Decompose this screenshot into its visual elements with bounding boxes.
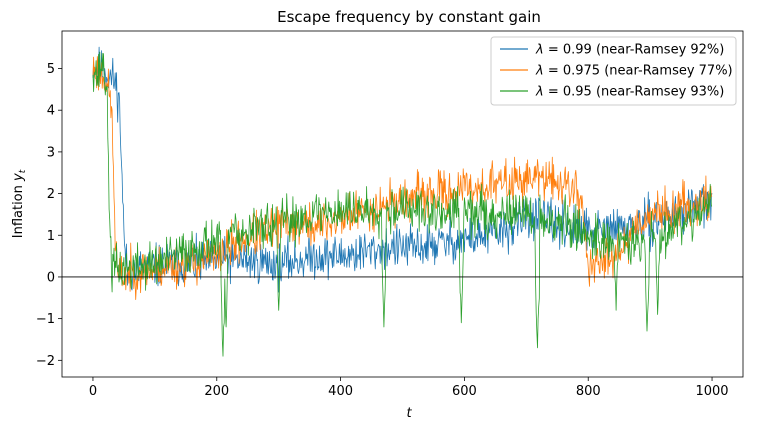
x-tick-label: 400 — [328, 384, 353, 399]
plot-lines — [92, 46, 713, 357]
legend-box — [490, 36, 737, 106]
y-tick-label: 1 — [47, 229, 55, 244]
y-tick-label: 4 — [47, 104, 55, 119]
x-tick-label: 800 — [576, 384, 601, 399]
legend-entry-label: λ = 0.99 (near-Ramsey 92%) — [535, 43, 724, 58]
y-axis-label: Inflation yt — [11, 169, 28, 238]
legend-entry-label: λ = 0.975 (near-Ramsey 77%) — [535, 64, 733, 79]
x-axis-ticks: 0 200 400 600 800 1000 — [89, 377, 729, 399]
series-line-3 — [92, 51, 713, 357]
chart-title: Escape frequency by constant gain — [277, 8, 541, 26]
y-tick-label: 3 — [47, 145, 55, 160]
x-axis-label: t — [406, 406, 412, 421]
x-tick-label: 200 — [204, 384, 229, 399]
y-tick-label: −1 — [36, 312, 55, 327]
y-tick-label: 0 — [47, 270, 55, 285]
legend-entry-label: λ = 0.95 (near-Ramsey 93%) — [535, 85, 724, 100]
y-axis-ticks: −2 −1 0 1 2 3 4 5 — [36, 62, 62, 369]
legend: λ = 0.99 (near-Ramsey 92%) λ = 0.975 (nea… — [490, 36, 737, 106]
x-tick-label: 600 — [452, 384, 477, 399]
legend-items: λ = 0.99 (near-Ramsey 92%) λ = 0.975 (nea… — [500, 43, 733, 100]
x-tick-label: 0 — [89, 384, 97, 399]
x-tick-label: 1000 — [695, 384, 728, 399]
plot-frame — [61, 30, 744, 378]
y-tick-label: 5 — [47, 62, 55, 77]
y-tick-label: 2 — [47, 187, 55, 202]
y-tick-label: −2 — [36, 354, 55, 369]
